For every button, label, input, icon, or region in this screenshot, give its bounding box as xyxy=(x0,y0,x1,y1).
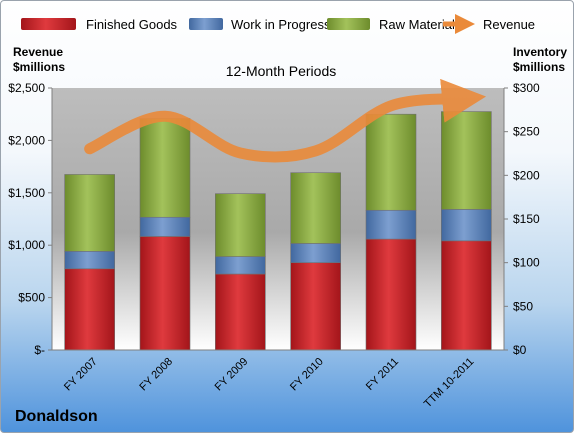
right-tick-label: $200 xyxy=(513,168,540,182)
right-tick-label: $300 xyxy=(513,81,540,95)
bar-work-in-progress-fy-2007 xyxy=(64,251,115,270)
bar-raw-materials-ttm-10-2011 xyxy=(441,111,492,210)
right-axis-title-line2: $millions xyxy=(513,60,565,74)
right-tick-label: $150 xyxy=(513,212,540,226)
bar-work-in-progress-fy-2008 xyxy=(139,216,191,237)
revenue-line-layer xyxy=(84,78,487,163)
company-name: Donaldson xyxy=(15,408,98,425)
legend-label-work-in-progress: Work in Progress xyxy=(231,17,331,32)
left-axis-title-line2: $millions xyxy=(13,60,65,74)
x-tick-label: FY 2011 xyxy=(364,356,401,393)
bar-raw-materials-fy-2009 xyxy=(215,193,266,257)
bar-raw-materials-fy-2008 xyxy=(139,118,191,218)
right-tick-label: $50 xyxy=(513,299,533,313)
x-tick-label: FY 2010 xyxy=(288,356,326,394)
chart-subtitle: 12-Month Periods xyxy=(226,63,337,79)
bar-finished-goods-fy-2009 xyxy=(215,273,266,351)
right-tick-label: $250 xyxy=(513,125,540,139)
legend-swatch-raw-materials xyxy=(327,18,370,30)
left-tick-label: $- xyxy=(34,343,45,357)
legend-swatch-work-in-progress xyxy=(189,18,223,30)
left-tick-label: $1,000 xyxy=(8,238,45,252)
left-tick-label: $1,500 xyxy=(8,186,45,200)
bar-finished-goods-fy-2008 xyxy=(139,236,191,351)
legend-label-finished-goods: Finished Goods xyxy=(86,17,178,32)
bar-raw-materials-fy-2011 xyxy=(365,113,417,211)
bar-work-in-progress-fy-2010 xyxy=(290,243,341,263)
bar-raw-materials-fy-2007 xyxy=(64,174,115,252)
x-tick-label: FY 2007 xyxy=(62,356,100,394)
x-tick-label: FY 2008 xyxy=(137,356,175,394)
bar-layer xyxy=(64,111,492,351)
right-axis-title-line1: Inventory xyxy=(513,45,567,59)
bar-finished-goods-fy-2010 xyxy=(290,262,341,351)
right-tick-label: $100 xyxy=(513,256,540,270)
right-tick-label: $0 xyxy=(513,343,527,357)
left-tick-label: $2,000 xyxy=(8,133,45,147)
bar-finished-goods-fy-2011 xyxy=(365,238,417,351)
bar-finished-goods-fy-2007 xyxy=(64,268,115,351)
x-tick-label: FY 2009 xyxy=(213,356,251,394)
legend: Finished Goods Work in Progress Raw Mate… xyxy=(21,14,535,34)
left-tick-label: $500 xyxy=(18,291,45,305)
bar-work-in-progress-fy-2009 xyxy=(215,256,266,275)
revenue-line xyxy=(84,78,487,163)
bar-work-in-progress-fy-2011 xyxy=(365,209,417,240)
bar-raw-materials-fy-2010 xyxy=(290,172,341,244)
bar-finished-goods-ttm-10-2011 xyxy=(441,240,492,351)
bar-work-in-progress-ttm-10-2011 xyxy=(441,209,492,242)
legend-label-raw-materials: Raw Materials xyxy=(379,17,462,32)
legend-swatch-finished-goods xyxy=(21,18,76,30)
left-tick-label: $2,500 xyxy=(8,81,45,95)
x-tick-label: TTM 10-2011 xyxy=(422,356,477,411)
legend-label-revenue: Revenue xyxy=(483,17,535,32)
left-axis-title-line1: Revenue xyxy=(13,45,63,59)
